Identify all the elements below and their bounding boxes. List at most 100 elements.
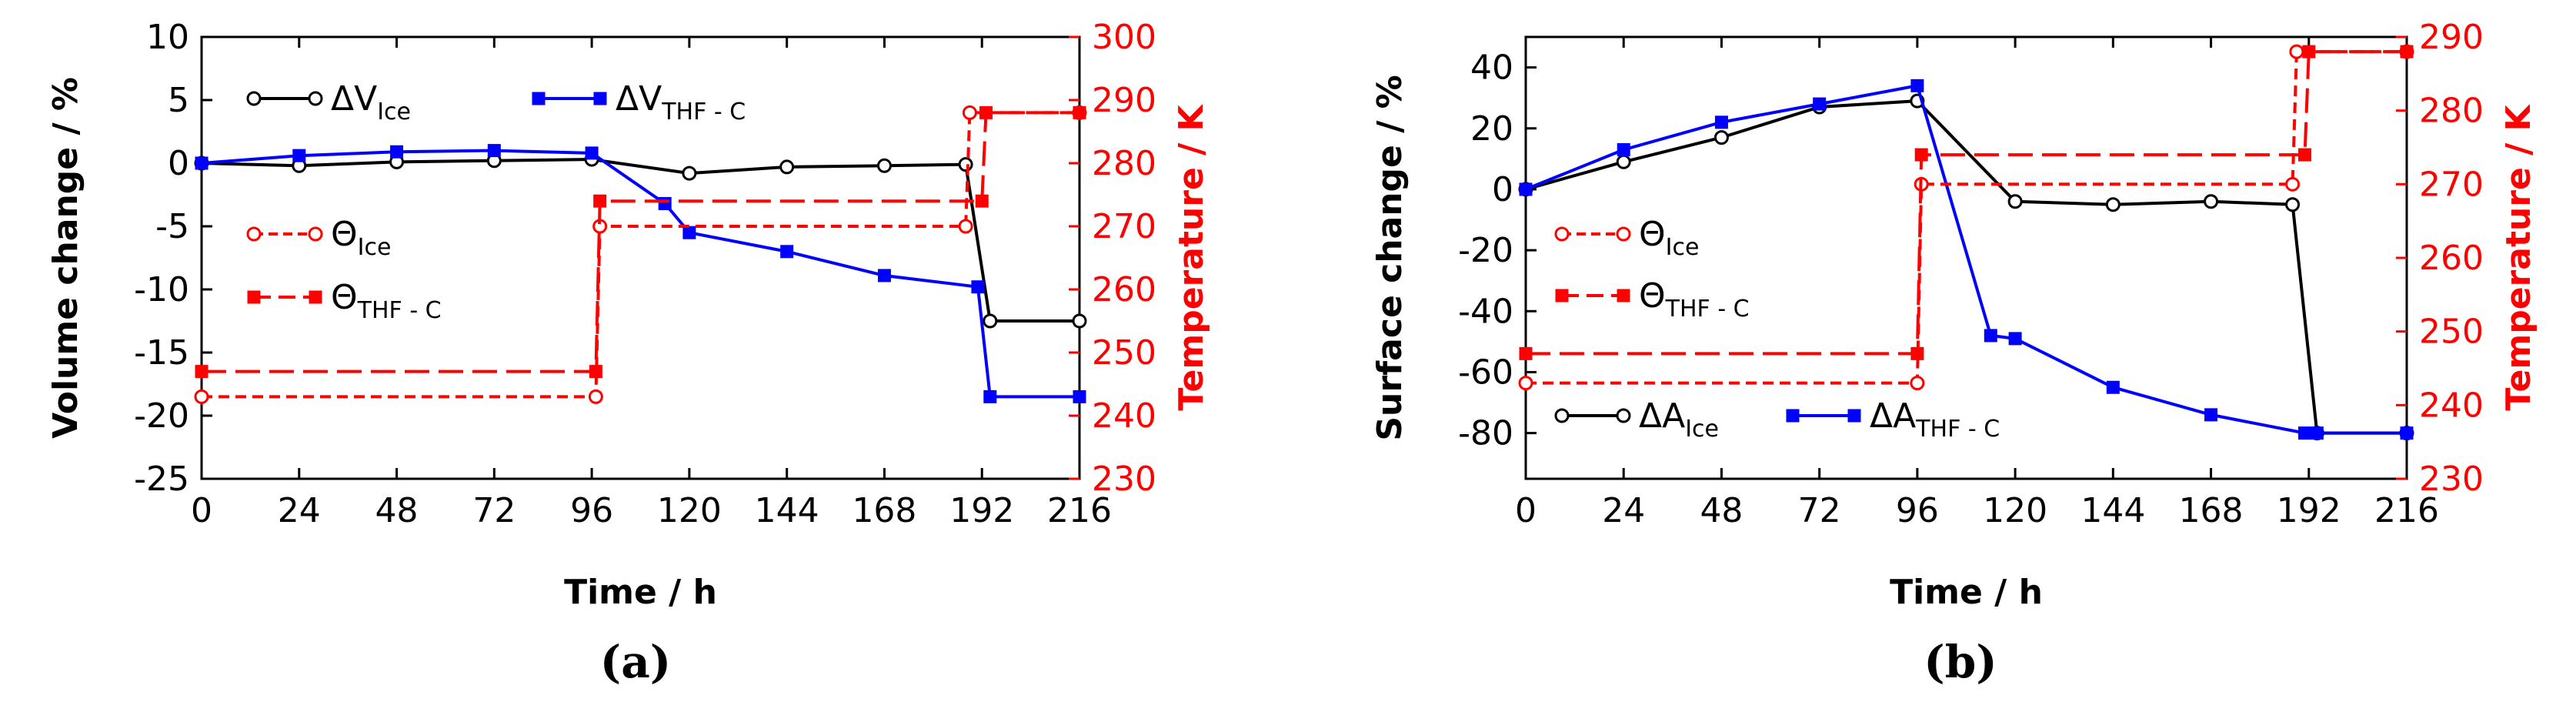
y-axis-label: Surface change / %	[1370, 75, 1410, 440]
legend-entry: ΘTHF - C	[1555, 276, 1750, 323]
data-point	[1617, 142, 1630, 156]
series-0	[194, 152, 1087, 329]
y-tick-label: -10	[134, 270, 189, 309]
legend-label: ΘTHF - C	[331, 278, 442, 324]
y-right-tick-label: 240	[1092, 396, 1156, 436]
legend-subscript: THF - C	[1915, 416, 2000, 443]
legend-subscript: Ice	[358, 234, 392, 261]
data-point	[975, 194, 989, 208]
legend-swatch-marker	[1554, 226, 1570, 242]
data-point	[2302, 45, 2316, 58]
data-point	[2106, 380, 2120, 394]
y-tick-label: -80	[1458, 414, 1513, 453]
data-point	[2297, 426, 2311, 440]
legend-entry: ΔVIce	[246, 79, 411, 125]
x-tick-label: 216	[2374, 491, 2439, 530]
data-point	[194, 389, 209, 404]
series-line	[201, 149, 1079, 399]
data-point	[1519, 346, 1533, 360]
data-point	[962, 105, 977, 120]
legend-swatch-marker	[1617, 289, 1630, 303]
y-right-axis-label: Temperature / K	[1172, 103, 1211, 410]
y-right-tick-label: 240	[2419, 386, 2484, 425]
series-line	[1526, 50, 2407, 385]
data-point	[780, 245, 794, 259]
x-tick-label: 120	[1983, 491, 2047, 530]
x-tick-label: 24	[1602, 491, 1645, 530]
legend-name: Θ	[1639, 276, 1666, 316]
data-point	[1714, 115, 1728, 129]
y-tick-label: -20	[1458, 231, 1513, 270]
x-tick-label: 144	[755, 491, 819, 530]
panel-label: (a)	[600, 636, 671, 688]
x-tick-label: 216	[1047, 491, 1112, 530]
x-tick-label: 96	[570, 491, 613, 530]
legend-subscript: THF - C	[661, 99, 746, 125]
chart-panel-b: 0 24 48 72 96 120 144 168 192 216 -80 -60 -40 -20 0 20 4…	[1370, 18, 2538, 688]
legend-name: Θ	[331, 278, 358, 317]
data-point	[1518, 376, 1533, 391]
x-tick-label: 48	[1700, 491, 1743, 530]
data-point	[195, 365, 209, 379]
data-point	[1073, 389, 1086, 403]
legend-entry: ΘTHF - C	[247, 278, 442, 324]
y-right-tick-label: 270	[1092, 207, 1156, 246]
y-right-tick-label: 250	[1092, 333, 1156, 373]
x-tick-label: 48	[375, 491, 419, 530]
y-tick-label: 40	[1470, 48, 1513, 88]
series-line	[1525, 99, 2407, 435]
legend-swatch-marker	[309, 290, 322, 304]
data-point	[971, 280, 985, 294]
y-right-tick-label: 230	[2419, 460, 2484, 499]
data-point	[2400, 426, 2414, 440]
legend-swatch-marker	[247, 290, 261, 304]
y-tick-label: 5	[168, 81, 189, 120]
y-right-tick-label: 230	[1092, 460, 1156, 499]
data-point	[2285, 197, 2301, 212]
data-point	[1984, 329, 1997, 343]
data-point	[1072, 313, 1087, 329]
series-3	[195, 105, 1086, 379]
data-point	[2204, 194, 2219, 209]
y-right-tick-label: 250	[2419, 313, 2484, 352]
series-0	[1518, 93, 2414, 441]
legend-entry: ΔAIce	[1554, 396, 1719, 443]
legend-swatch-marker	[246, 91, 262, 106]
data-point	[390, 145, 404, 159]
data-point	[876, 158, 892, 173]
legend-name: ΔV	[331, 79, 377, 119]
legend-label: ΔVTHF - C	[616, 79, 746, 125]
x-tick-label: 144	[2080, 491, 2145, 530]
series-line	[202, 111, 1079, 399]
data-point	[658, 196, 672, 210]
y-right-tick-label: 300	[1092, 18, 1156, 57]
legend-swatch-marker	[246, 226, 262, 242]
y-right-axis-label: Temperature / K	[2499, 103, 2538, 410]
legend-swatch-marker	[532, 92, 546, 105]
x-tick-label: 0	[1515, 491, 1537, 530]
legend-swatch-marker	[1847, 409, 1861, 423]
data-point	[2007, 194, 2023, 209]
data-point	[195, 156, 209, 170]
x-tick-label: 72	[472, 491, 516, 530]
series-2	[194, 105, 1087, 404]
x-tick-label: 192	[2277, 491, 2341, 530]
legend-entry: ΔATHF - C	[1786, 396, 2000, 443]
data-point	[1910, 376, 1925, 391]
legend-label: ΘIce	[1639, 215, 1699, 261]
x-tick-label: 24	[278, 491, 321, 530]
legend-swatch-marker	[1555, 289, 1569, 303]
legend-label: ΘTHF - C	[1639, 276, 1750, 323]
data-point	[2310, 426, 2324, 440]
y-right-tick-label: 260	[1092, 270, 1156, 309]
legend-swatch-marker	[308, 226, 323, 242]
y-tick-label: 0	[1492, 170, 1513, 209]
data-point	[682, 226, 696, 239]
x-tick-label: 72	[1798, 491, 1841, 530]
x-tick-label: 192	[949, 491, 1014, 530]
legend-subscript: Ice	[1666, 234, 1700, 261]
data-point	[983, 313, 998, 329]
x-tick-label: 168	[852, 491, 916, 530]
legend-swatch-marker	[1786, 409, 1800, 423]
